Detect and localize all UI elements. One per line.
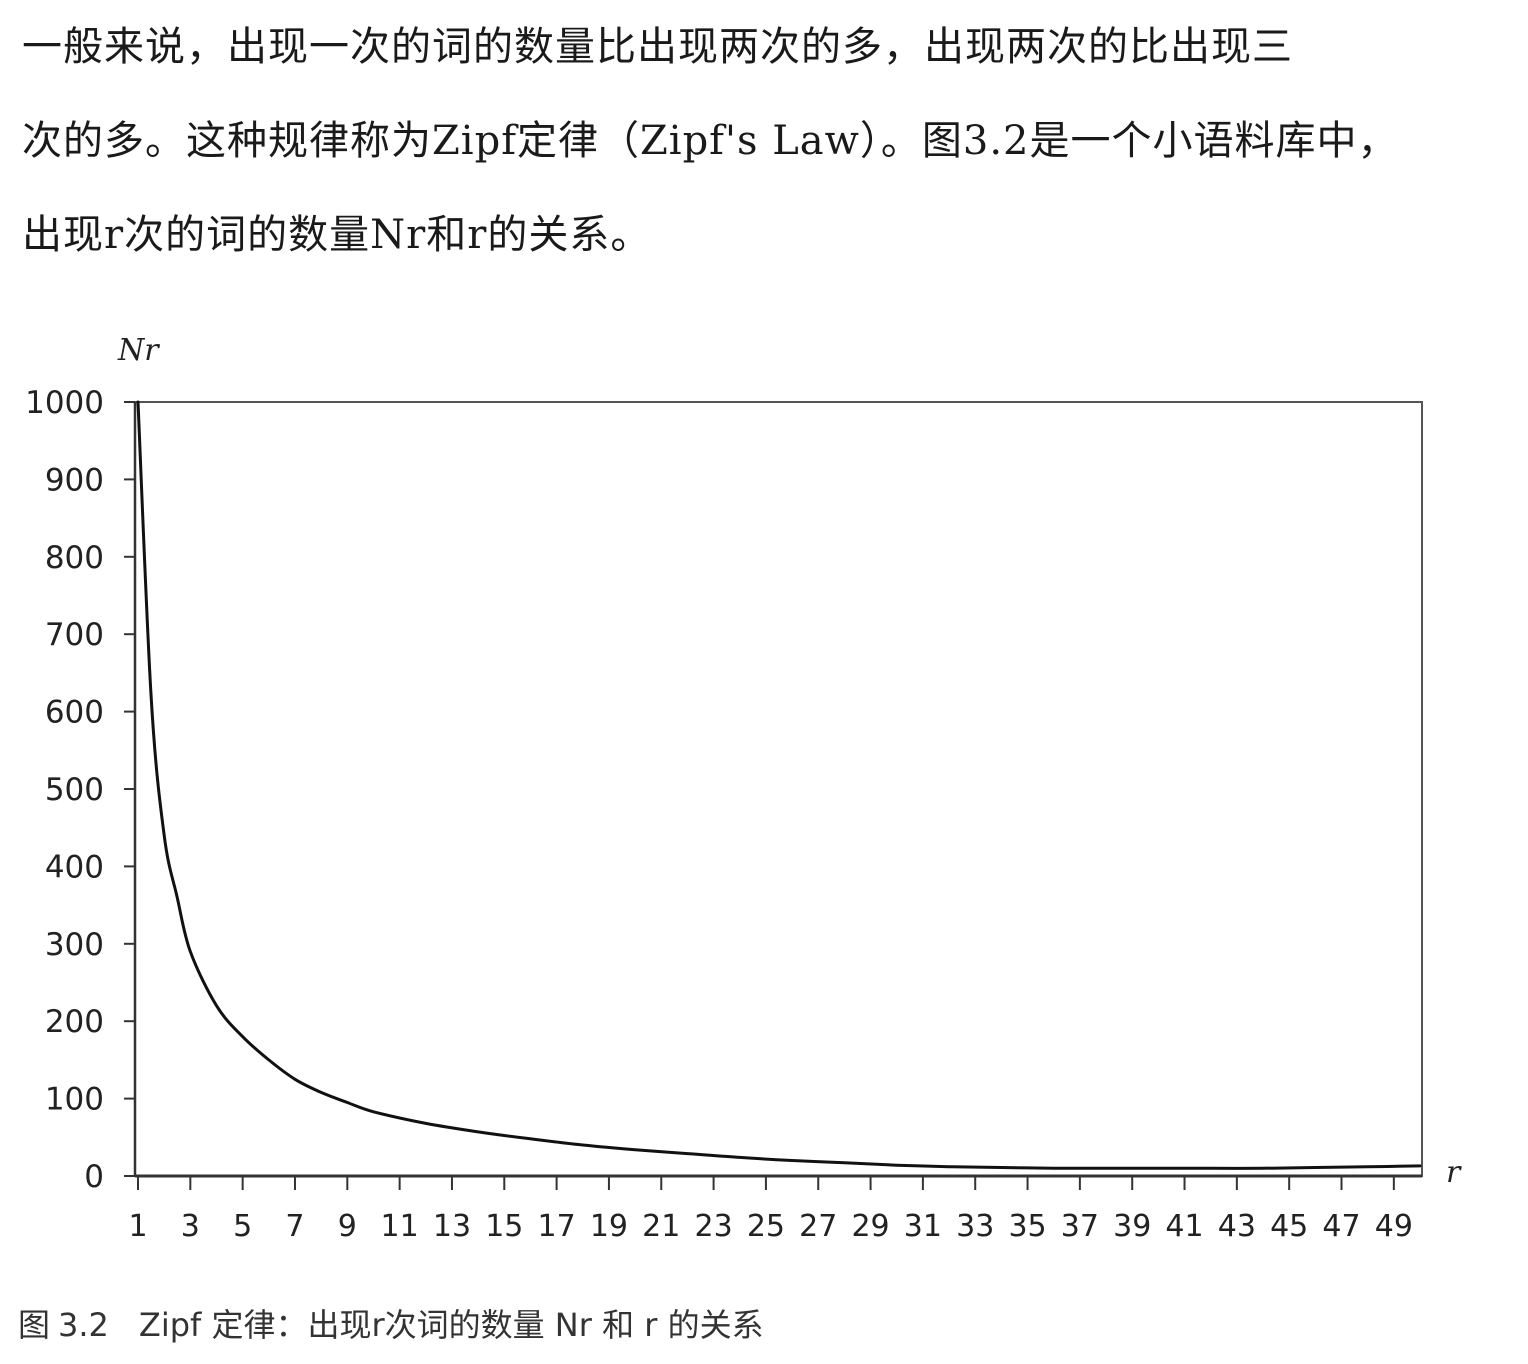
x-tick-label-7: 15 [485, 1209, 523, 1244]
paragraph-line-1: 一般来说，出现一次的词的数量比出现两次的多，出现两次的比出现三 [22, 24, 1293, 70]
x-tick-label-19: 39 [1113, 1209, 1151, 1244]
x-tick-label-17: 35 [1008, 1209, 1046, 1244]
y-tick-label-9: 900 [45, 462, 104, 498]
x-tick-label-15: 31 [904, 1209, 942, 1244]
x-tick-label-24: 49 [1375, 1209, 1413, 1244]
x-tick-label-21: 43 [1218, 1209, 1256, 1244]
y-tick-label-1: 100 [45, 1082, 104, 1118]
x-tick-label-10: 21 [642, 1209, 680, 1244]
x-tick-label-13: 27 [799, 1209, 837, 1244]
plot-frame [134, 401, 1423, 1177]
paragraph-line-3: 出现r次的词的数量Nr和r的关系。 [22, 212, 652, 258]
x-tick-label-9: 19 [590, 1209, 628, 1244]
x-tick-label-16: 33 [956, 1209, 994, 1244]
paragraph-line-2: 次的多。这种规律称为Zipf定律（Zipf's Law）。图3.2是一个小语料库… [22, 118, 1399, 164]
x-tick-label-14: 29 [851, 1209, 889, 1244]
y-tick-label-10: 1000 [25, 385, 104, 421]
x-tick-label-0: 1 [128, 1209, 147, 1244]
caption-label: 图 [18, 1306, 51, 1344]
x-tick-label-3: 7 [285, 1209, 304, 1244]
x-tick-label-2: 5 [233, 1209, 252, 1244]
y-tick-label-5: 500 [45, 772, 104, 808]
y-tick-label-2: 200 [45, 1004, 104, 1040]
x-tick-label-6: 13 [433, 1209, 471, 1244]
x-tick-label-8: 17 [538, 1209, 576, 1244]
y-axis-label: Nr [117, 333, 160, 368]
x-tick-label-11: 23 [694, 1209, 732, 1244]
x-tick-label-12: 25 [747, 1209, 785, 1244]
x-tick-label-20: 41 [1165, 1209, 1203, 1244]
y-tick-label-4: 400 [45, 849, 104, 885]
caption-text: Zipf 定律：出现r次词的数量 Nr 和 r 的关系 [138, 1306, 764, 1344]
x-tick-label-1: 3 [181, 1209, 200, 1244]
x-tick-label-4: 9 [338, 1209, 357, 1244]
series-line [136, 400, 1422, 1170]
y-tick-label-0: 0 [84, 1159, 104, 1195]
x-tick-label-5: 11 [381, 1209, 419, 1244]
x-axis-label: r [1446, 1155, 1462, 1190]
y-tick-label-3: 300 [45, 927, 104, 963]
body-paragraph: 一般来说，出现一次的词的数量比出现两次的多，出现两次的比出现三 次的多。这种规律… [22, 0, 1512, 282]
x-tick-label-23: 47 [1322, 1209, 1360, 1244]
x-tick-label-22: 45 [1270, 1209, 1308, 1244]
caption-number: 3.2 [58, 1306, 109, 1344]
y-tick-label-7: 700 [45, 617, 104, 653]
figure-caption: 图 3.2 Zipf 定律：出现r次词的数量 Nr 和 r 的关系 [18, 1300, 764, 1346]
y-tick-label-8: 800 [45, 540, 104, 576]
y-tick-label-6: 600 [45, 695, 104, 731]
x-tick-label-18: 37 [1061, 1209, 1099, 1244]
